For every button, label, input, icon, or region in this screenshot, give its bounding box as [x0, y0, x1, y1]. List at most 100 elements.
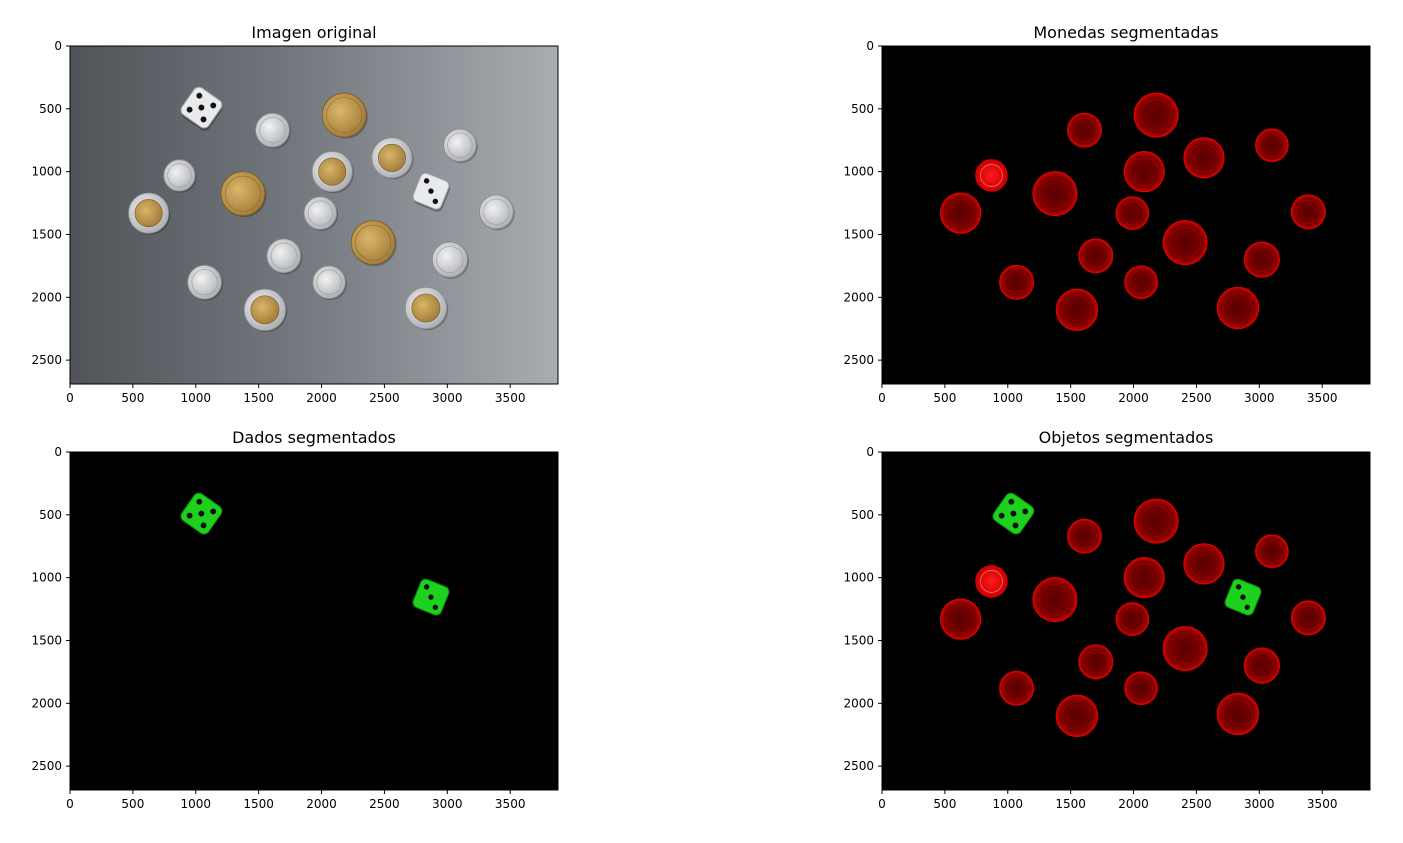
coin	[1067, 518, 1102, 554]
x-tick-label: 0	[66, 797, 74, 811]
coin	[1032, 171, 1078, 217]
die	[992, 492, 1035, 535]
coin	[321, 92, 368, 139]
image-area	[882, 452, 1370, 790]
axes-frame	[69, 451, 559, 791]
subplot-title: Dados segmentados	[232, 428, 396, 447]
y-tick-label: 1500	[31, 633, 62, 647]
coin	[975, 159, 1008, 192]
y-tick-label: 2000	[843, 290, 874, 304]
coin	[1243, 241, 1280, 278]
coin	[1115, 602, 1150, 636]
subplot-title: Imagen original	[251, 23, 376, 42]
y-tick-label: 2000	[31, 290, 62, 304]
die	[180, 86, 223, 131]
coin	[1183, 543, 1225, 585]
x-tick-label: 500	[933, 391, 956, 405]
x-tick-label: 1000	[992, 797, 1023, 811]
x-tick-label: 2000	[1118, 797, 1149, 811]
x-tick-label: 2000	[306, 797, 337, 811]
image-background	[70, 452, 558, 790]
subplot-title: Monedas segmentadas	[1033, 23, 1218, 42]
coin	[1162, 626, 1208, 672]
coin	[999, 670, 1035, 706]
coin	[371, 137, 414, 180]
x-tick-label: 3000	[432, 391, 463, 405]
coin	[220, 171, 267, 218]
y-tick-label: 1000	[31, 571, 62, 585]
y-tick-label: 1000	[843, 165, 874, 179]
y-tick-label: 500	[851, 508, 874, 522]
y-tick-label: 1000	[843, 571, 874, 585]
axes-frame	[881, 451, 1371, 791]
x-tick-label: 0	[878, 797, 886, 811]
subplot-objetos-segmentados: Objetos segmentados 0 500 1000 1500 2000 2500…	[843, 428, 1371, 811]
die	[1224, 578, 1262, 616]
y-tick-label: 500	[851, 102, 874, 116]
coin	[1123, 557, 1165, 599]
y-tick-label: 0	[54, 445, 62, 459]
y-tick-label: 0	[866, 39, 874, 53]
x-tick-label: 2500	[369, 391, 400, 405]
y-tick-label: 1500	[31, 227, 62, 241]
coin	[1243, 647, 1280, 684]
y-tick-label: 500	[39, 102, 62, 116]
coin	[1255, 534, 1289, 569]
coin	[1216, 692, 1260, 736]
coin	[163, 159, 197, 193]
coin	[1133, 92, 1179, 138]
image-area	[70, 46, 558, 384]
coin	[243, 288, 288, 333]
x-tick-label: 3500	[495, 797, 526, 811]
x-tick-label: 500	[121, 391, 144, 405]
coin	[1067, 112, 1102, 148]
coin	[1124, 671, 1158, 706]
axis-ticks: 0 500 1000 1500 2000 2500 3000 3500 0 500 1000 1500…	[843, 445, 1337, 811]
subplot-imagen-original: Imagen original 0 500 1000 1500 2000 2500 3000…	[31, 23, 559, 405]
coin	[1216, 286, 1260, 330]
axis-ticks: 0 500 1000 1500 2000 2500 3000 3500 0 500 1000 1500…	[31, 445, 525, 811]
axes-frame	[69, 45, 559, 385]
coin	[1290, 600, 1326, 636]
coin	[443, 128, 478, 164]
axes-frame	[881, 45, 1371, 385]
y-tick-label: 1500	[843, 227, 874, 241]
coin	[1162, 220, 1208, 266]
y-tick-label: 2000	[843, 696, 874, 710]
subplot-title: Objetos segmentados	[1039, 428, 1214, 447]
x-tick-label: 3500	[1307, 797, 1338, 811]
x-tick-label: 1500	[243, 797, 274, 811]
x-tick-label: 3000	[1244, 391, 1275, 405]
coin	[1078, 238, 1114, 274]
coin	[478, 194, 515, 231]
x-tick-label: 2500	[1181, 797, 1212, 811]
y-tick-label: 500	[39, 508, 62, 522]
y-tick-label: 0	[866, 445, 874, 459]
subplot-dados-segmentados: Dados segmentados 0 500 1000 1500 2000 2500 30…	[31, 428, 559, 811]
coin	[1124, 265, 1158, 300]
coin	[303, 196, 339, 231]
y-tick-label: 1000	[31, 165, 62, 179]
image-area	[882, 46, 1370, 384]
x-tick-label: 1000	[180, 797, 211, 811]
y-tick-label: 1500	[843, 633, 874, 647]
coin	[975, 565, 1008, 598]
coin	[999, 264, 1035, 300]
x-tick-label: 1000	[992, 391, 1023, 405]
x-tick-label: 2500	[369, 797, 400, 811]
y-tick-label: 2000	[31, 696, 62, 710]
coin	[1055, 288, 1099, 332]
x-tick-label: 3000	[1244, 797, 1275, 811]
axis-ticks: 0 500 1000 1500 2000 2500 3000 3500 0 500 1000 1500…	[31, 39, 525, 405]
y-tick-label: 0	[54, 39, 62, 53]
image-area	[70, 452, 558, 790]
die	[412, 578, 450, 616]
coin	[187, 264, 224, 301]
coin	[1055, 694, 1099, 738]
die	[180, 492, 223, 535]
coin	[1183, 137, 1225, 179]
coin	[1255, 128, 1289, 163]
coin	[431, 241, 469, 279]
x-tick-label: 1500	[1055, 797, 1086, 811]
